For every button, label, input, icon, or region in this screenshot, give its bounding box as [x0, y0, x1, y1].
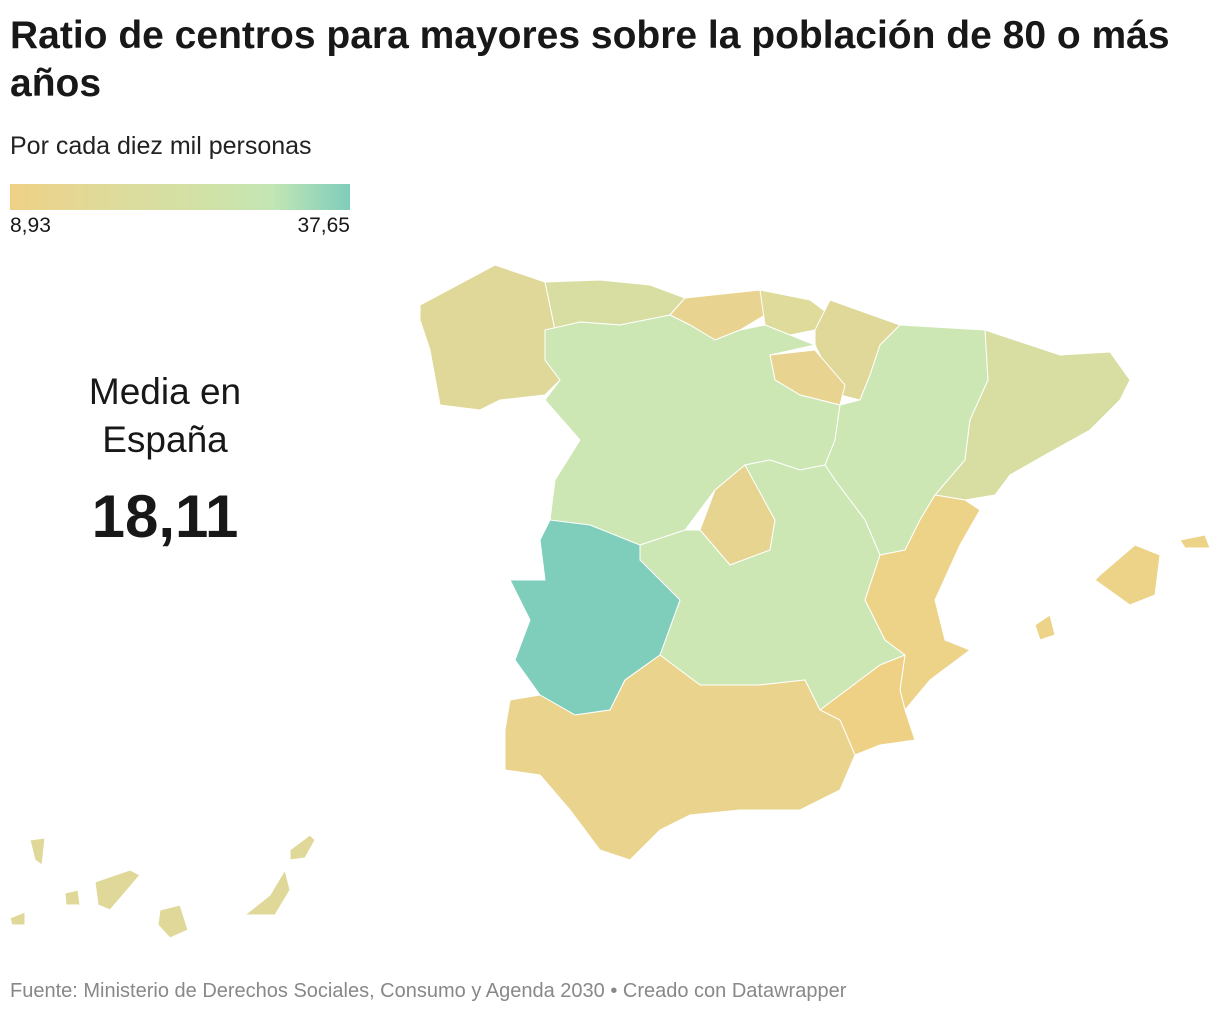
region-shape[interactable] — [157, 904, 189, 939]
region-shape[interactable] — [9, 911, 26, 926]
region-baleares[interactable] — [1034, 534, 1211, 641]
region-shape[interactable] — [64, 889, 81, 906]
average-value: 18,11 — [91, 483, 239, 550]
region-shape[interactable] — [934, 329, 1131, 501]
color-legend — [10, 184, 350, 210]
region-shape[interactable] — [1034, 614, 1056, 641]
region-shape[interactable] — [819, 654, 916, 756]
region-galicia[interactable] — [419, 264, 561, 411]
legend-max: 37,65 — [297, 214, 350, 237]
region-shape[interactable] — [419, 264, 561, 411]
region-shape[interactable] — [243, 868, 291, 916]
region-canarias[interactable] — [9, 834, 316, 939]
region-shape[interactable] — [289, 834, 316, 861]
average-label: Media en España — [88, 371, 242, 460]
region-shape[interactable] — [1179, 534, 1211, 549]
chart-title: Ratio de centros para mayores sobre la p… — [10, 14, 1170, 105]
region-shape[interactable] — [504, 654, 856, 861]
region-murcia[interactable] — [819, 654, 916, 756]
footer-source: Fuente: Ministerio de Derechos Sociales,… — [10, 980, 847, 1002]
region-shape[interactable] — [29, 837, 46, 866]
region-shape[interactable] — [1094, 544, 1161, 606]
legend-min: 8,93 — [10, 214, 51, 237]
region-cataluna[interactable] — [934, 329, 1131, 501]
region-andalucia[interactable] — [504, 654, 856, 861]
chart-subtitle: Por cada diez mil personas — [10, 132, 312, 160]
region-shape[interactable] — [94, 869, 141, 911]
